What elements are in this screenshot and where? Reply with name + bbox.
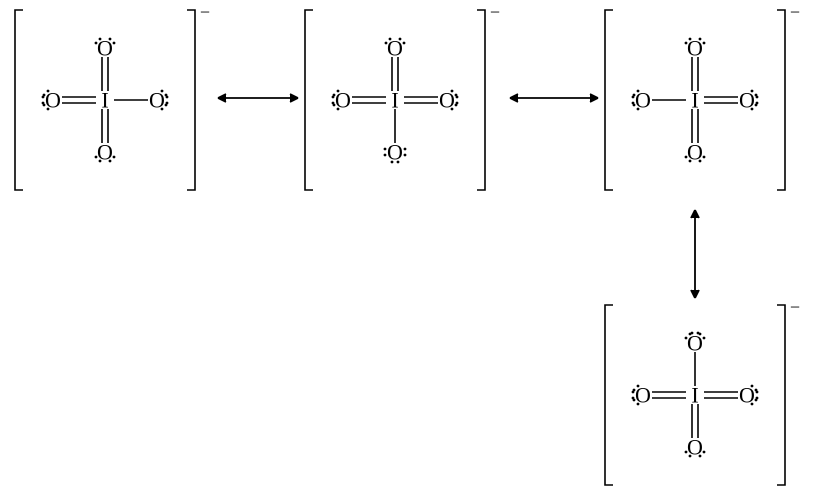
- lewis-structure-0: −IOOOO: [15, 2, 210, 190]
- atom-center: I: [691, 88, 698, 113]
- charge-minus: −: [200, 2, 210, 22]
- resonance-diagram: −IOOOO−IOOOO−IOOOO−IOOOO: [0, 0, 819, 502]
- lewis-structure-2: −IOOOO: [605, 2, 800, 190]
- atom-center: I: [691, 383, 698, 408]
- lewis-structure-1: −IOOOO: [305, 2, 500, 190]
- charge-minus: −: [790, 297, 800, 317]
- atom-center: I: [101, 88, 108, 113]
- resonance-arrow: [510, 94, 598, 102]
- atom-center: I: [391, 88, 398, 113]
- atom-o-bottom: O: [387, 140, 403, 165]
- resonance-arrow: [691, 210, 699, 298]
- charge-minus: −: [490, 2, 500, 22]
- resonance-arrow: [218, 94, 298, 102]
- lewis-structure-3: −IOOOO: [605, 297, 800, 485]
- charge-minus: −: [790, 2, 800, 22]
